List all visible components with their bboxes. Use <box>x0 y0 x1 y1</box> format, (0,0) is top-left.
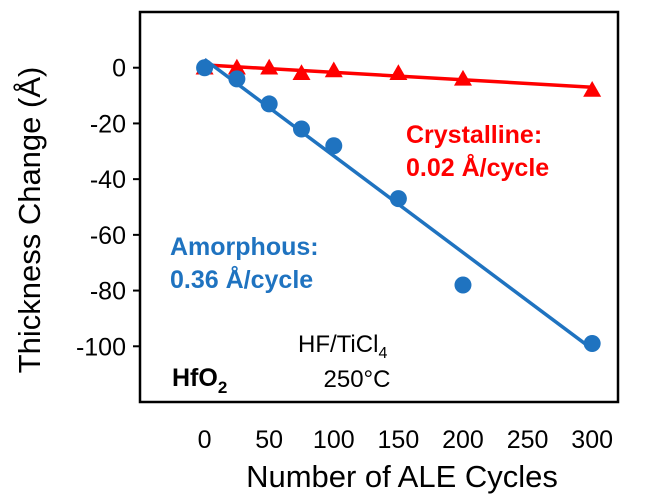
series-crystalline <box>195 58 602 97</box>
x-tick-label: 250 <box>507 426 549 454</box>
crystalline-point <box>324 61 343 78</box>
x-axis-label: Number of ALE Cycles <box>246 459 558 494</box>
x-tick-label: 0 <box>198 426 212 454</box>
crystalline-rate: 0.02 Å/cycle <box>406 153 549 182</box>
x-tick-label: 300 <box>571 426 613 454</box>
x-tick-label: 200 <box>442 426 484 454</box>
series-layer <box>195 57 602 352</box>
material-label-subscript: 2 <box>218 378 227 397</box>
y-tick-label: -20 <box>90 110 126 138</box>
material-label-base: HfO <box>172 364 218 392</box>
x-tick-label: 50 <box>255 426 283 454</box>
crystalline-label: Crystalline: <box>406 121 542 149</box>
process-label-subscript: 4 <box>378 345 387 362</box>
material-label: HfO2 <box>172 364 227 397</box>
y-tick-label: -60 <box>90 222 126 250</box>
amorphous-label: Amorphous: <box>170 233 319 261</box>
process-label-base: HF/TiCl <box>298 331 378 358</box>
amorphous-point <box>228 70 246 88</box>
crystalline-point <box>227 58 246 75</box>
y-axis-label: Thickness Change (Å) <box>12 67 47 374</box>
crystalline-point <box>389 64 408 81</box>
crystalline-point <box>453 69 472 86</box>
crystalline-point <box>292 64 311 81</box>
crystalline-point <box>583 81 602 97</box>
temperature-label: 250°C <box>324 366 391 393</box>
crystalline-point <box>260 58 279 75</box>
x-axis: 0 50 100 150 200 250 300 <box>198 426 613 454</box>
amorphous-point <box>292 120 310 138</box>
amorphous-point <box>454 276 472 294</box>
amorphous-point <box>196 59 214 77</box>
amorphous-point <box>389 190 407 208</box>
x-tick-label: 100 <box>313 426 355 454</box>
series-amorphous <box>196 57 601 352</box>
amorphous-point <box>325 137 343 155</box>
amorphous-point <box>260 95 278 113</box>
y-tick-label: -80 <box>90 278 126 306</box>
amorphous-point <box>583 335 601 352</box>
y-axis: 0 -20 -40 -60 -80 -100 <box>76 55 140 361</box>
process-label: HF/TiCl4 <box>298 331 387 362</box>
y-tick-label: 0 <box>112 55 126 83</box>
amorphous-rate: 0.36 Å/cycle <box>170 265 313 294</box>
y-tick-label: -40 <box>90 166 126 194</box>
x-tick-label: 150 <box>378 426 420 454</box>
y-tick-label: -100 <box>76 333 126 361</box>
plot-area-frame <box>138 10 620 404</box>
